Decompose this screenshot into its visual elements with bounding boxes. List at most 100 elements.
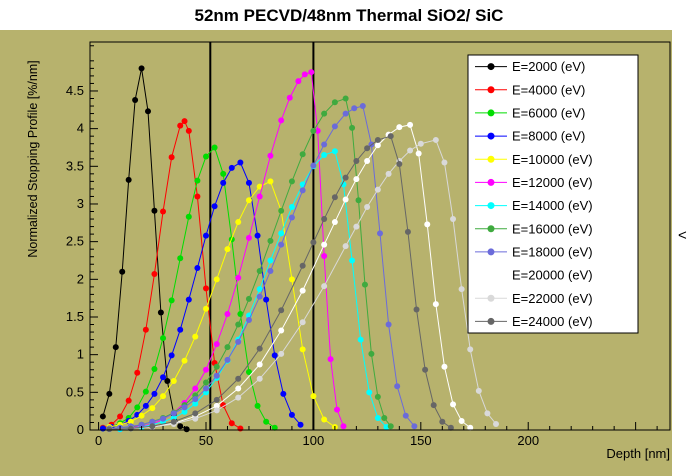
marker-e2000: [145, 108, 151, 115]
marker-e18000: [256, 293, 263, 300]
marker-e8000: [280, 390, 287, 397]
legend-label-e6000: E=6000 (eV): [512, 105, 585, 120]
legend-label-e8000: E=8000 (eV): [512, 129, 585, 144]
legend-label-e12000: E=12000 (eV): [512, 175, 593, 190]
marker-e14000: [256, 286, 263, 293]
marker-e24000: [321, 216, 328, 223]
marker-e8000: [211, 203, 218, 210]
marker-e12000: [192, 385, 199, 392]
legend-marker-e16000: [487, 225, 495, 233]
marker-e8000: [237, 159, 244, 166]
marker-e2000: [132, 97, 139, 104]
marker-e4000: [134, 369, 141, 376]
marker-e16000: [203, 379, 209, 386]
marker-e16000: [245, 295, 252, 302]
legend-marker-e2000: [487, 63, 495, 71]
marker-e8000: [203, 232, 209, 239]
marker-e4000: [185, 127, 192, 134]
marker-e22000: [374, 186, 381, 193]
marker-e8000: [160, 374, 167, 381]
marker-e24000: [213, 396, 220, 403]
marker-e18000: [351, 105, 358, 112]
y-tick-label: 3.5: [66, 158, 84, 173]
x-tick-label: 200: [517, 433, 539, 448]
legend-item-e8000: E=8000 (eV): [475, 129, 585, 144]
x-tick-label: 50: [199, 433, 213, 448]
marker-e12000: [321, 252, 328, 259]
marker-e8000: [99, 425, 106, 432]
legend-marker-e4000: [487, 86, 495, 94]
legend-item-e2000: E=2000 (eV): [475, 59, 585, 74]
marker-e8000: [177, 326, 184, 333]
marker-e4000: [237, 425, 244, 432]
marker-e16000: [235, 321, 242, 328]
marker-e12000: [213, 341, 220, 348]
marker-e16000: [331, 99, 338, 106]
marker-e18000: [385, 321, 392, 328]
legend-item-e12000: E=12000 (eV): [475, 175, 593, 190]
legend-marker-e20000: [487, 271, 495, 279]
marker-e6000: [194, 177, 201, 184]
marker-e22000: [321, 283, 328, 290]
marker-e20000: [458, 417, 465, 424]
marker-e16000: [342, 95, 349, 102]
y-tick-label: 0.5: [66, 384, 84, 399]
marker-e18000: [402, 412, 409, 419]
marker-e4000: [168, 154, 175, 161]
marker-e20000: [396, 124, 403, 131]
series-line-e20000: [109, 124, 471, 430]
marker-e20000: [467, 424, 474, 431]
marker-e24000: [342, 174, 349, 181]
marker-e20000: [256, 361, 263, 368]
marker-e6000: [263, 418, 270, 425]
marker-e18000: [331, 123, 338, 130]
marker-e18000: [267, 268, 274, 275]
series-line-e14000: [109, 150, 387, 430]
marker-e10000: [288, 276, 295, 283]
chevron-left-glyph[interactable]: <: [678, 227, 687, 244]
marker-e10000: [138, 412, 145, 419]
marker-e20000: [450, 401, 457, 408]
marker-e10000: [245, 197, 252, 204]
marker-e8000: [185, 296, 192, 303]
legend-marker-e6000: [487, 109, 495, 117]
marker-e4000: [203, 285, 209, 292]
legend-marker-e18000: [487, 248, 495, 256]
y-tick-label: 4: [77, 121, 84, 136]
marker-e10000: [235, 219, 242, 226]
marker-e4000: [151, 271, 158, 278]
marker-e20000: [407, 121, 414, 128]
marker-e6000: [177, 255, 184, 262]
marker-e22000: [417, 140, 424, 147]
marker-e2000: [151, 207, 158, 214]
marker-e12000: [308, 69, 315, 76]
legend-label-e14000: E=14000 (eV): [512, 198, 593, 213]
marker-e16000: [321, 110, 328, 117]
marker-e16000: [256, 268, 263, 275]
marker-e4000: [228, 420, 235, 427]
marker-e20000: [441, 363, 448, 370]
marker-e24000: [106, 426, 113, 433]
marker-e24000: [439, 418, 446, 425]
marker-e24000: [387, 133, 394, 140]
marker-e16000: [387, 423, 394, 430]
marker-e14000: [278, 230, 285, 237]
marker-e4000: [177, 122, 184, 129]
marker-e16000: [368, 350, 375, 357]
legend-marker-e24000: [487, 317, 495, 325]
y-tick-label: 3: [77, 196, 84, 211]
marker-e14000: [181, 408, 188, 415]
marker-e4000: [160, 208, 167, 215]
marker-e24000: [170, 418, 177, 425]
marker-e12000: [301, 71, 308, 78]
marker-e12000: [256, 193, 263, 200]
marker-e2000: [125, 176, 132, 183]
marker-e20000: [415, 150, 422, 157]
marker-e12000: [203, 366, 209, 373]
marker-e4000: [142, 326, 149, 333]
marker-e18000: [377, 230, 383, 237]
series-e20000: [106, 121, 474, 433]
marker-e22000: [364, 203, 371, 210]
y-tick-label: 2.5: [66, 234, 84, 249]
